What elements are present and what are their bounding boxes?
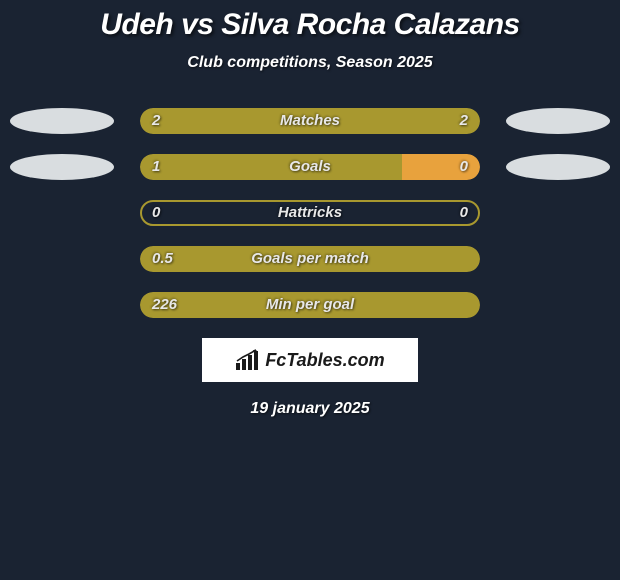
stat-row: 22Matches <box>0 108 620 134</box>
stat-row: 0.5Goals per match <box>0 246 620 272</box>
brand-text: FcTables.com <box>265 350 384 371</box>
stat-row: 00Hattricks <box>0 200 620 226</box>
stat-row: 10Goals <box>0 154 620 180</box>
stat-bar: 226Min per goal <box>140 292 480 318</box>
player-right-avatar <box>506 154 610 180</box>
stat-row: 226Min per goal <box>0 292 620 318</box>
bar-chart-icon <box>235 349 261 371</box>
avatar-placeholder <box>10 246 114 272</box>
date-label: 19 january 2025 <box>0 400 620 418</box>
stats-list: 22Matches 10Goals 00Hattricks 0.5Goals per … <box>0 108 620 318</box>
stat-bar: 00Hattricks <box>140 200 480 226</box>
stat-metric-label: Goals <box>140 154 480 180</box>
stat-metric-label: Matches <box>140 108 480 134</box>
stat-metric-label: Goals per match <box>140 246 480 272</box>
player-right-avatar <box>506 108 610 134</box>
avatar-placeholder <box>10 200 114 226</box>
avatar-placeholder <box>10 292 114 318</box>
avatar-placeholder <box>506 292 610 318</box>
stat-bar: 22Matches <box>140 108 480 134</box>
stat-bar: 10Goals <box>140 154 480 180</box>
avatar-placeholder <box>506 200 610 226</box>
brand-badge[interactable]: FcTables.com <box>202 338 418 382</box>
player-left-avatar <box>10 154 114 180</box>
player-left-avatar <box>10 108 114 134</box>
page-title: Udeh vs Silva Rocha Calazans <box>0 8 620 42</box>
avatar-placeholder <box>506 246 610 272</box>
page-subtitle: Club competitions, Season 2025 <box>0 54 620 72</box>
stat-metric-label: Min per goal <box>140 292 480 318</box>
comparison-card: Udeh vs Silva Rocha Calazans Club compet… <box>0 0 620 418</box>
stat-bar: 0.5Goals per match <box>140 246 480 272</box>
stat-metric-label: Hattricks <box>140 200 480 226</box>
